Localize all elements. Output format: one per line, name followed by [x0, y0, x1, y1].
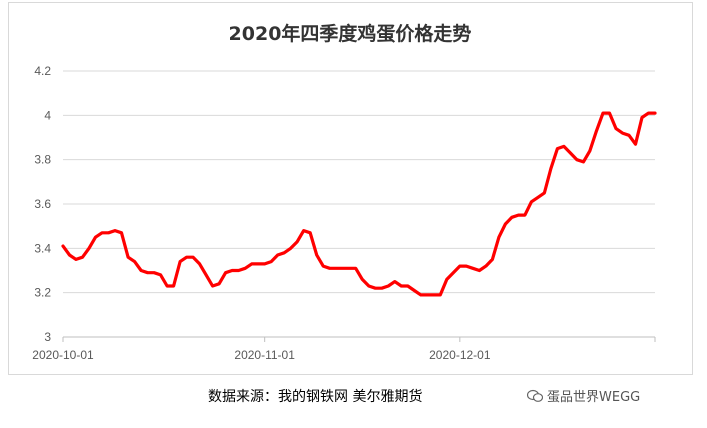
chart-frame: [8, 2, 693, 375]
y-tick-label: 4.2: [34, 64, 51, 78]
watermark-text: 蛋品世界WEGG: [547, 390, 641, 405]
wechat-icon: [527, 389, 543, 402]
y-tick-label: 3.8: [34, 153, 51, 167]
y-tick-label: 3: [44, 330, 51, 344]
series-line: [61, 111, 657, 297]
gridlines: [63, 70, 655, 338]
y-tick-label: 3.4: [34, 241, 51, 255]
source-note: 数据来源：我的钢铁网 美尔雅期货: [208, 389, 423, 405]
x-tick-label: 2020-11-01: [234, 348, 295, 362]
x-tick-label: 2020-10-01: [32, 348, 94, 362]
series-layer: [61, 111, 657, 297]
y-axis-ticks: 3 3.2 3.4 3.6 3.8 4 4.2: [34, 64, 51, 344]
y-tick-label: 4: [44, 108, 51, 122]
x-tick-label: 2020-12-01: [429, 348, 491, 362]
chart-title: 2020年四季度鸡蛋价格走势: [229, 22, 472, 45]
x-axis-ticks: 2020-10-01 2020-11-01 2020-12-01: [32, 337, 656, 362]
watermark: 蛋品世界WEGG: [527, 386, 640, 405]
y-tick-label: 3.6: [34, 197, 51, 211]
y-tick-label: 3.2: [34, 286, 51, 300]
